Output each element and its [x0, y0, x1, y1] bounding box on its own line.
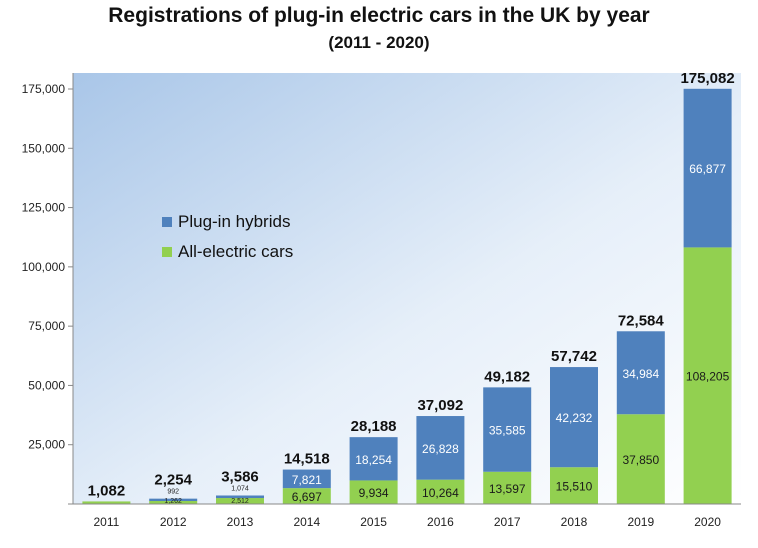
data-label-all-electric: 10,264	[422, 486, 459, 500]
bar-all-electric	[282, 488, 331, 504]
bar-all-electric	[149, 501, 198, 504]
y-tick-label: 75,000	[28, 319, 65, 333]
bar-plug-in-hybrid	[550, 367, 598, 468]
y-tick-label: 150,000	[22, 141, 66, 155]
legend-swatch-plug-in-hybrids	[162, 217, 172, 227]
legend: Plug-in hybrids All-electric cars	[162, 212, 293, 261]
data-label-all-electric: 2,512	[231, 498, 249, 505]
x-tick-label: 2015	[360, 515, 387, 529]
y-tick-label: 50,000	[28, 378, 65, 392]
x-tick-label: 2018	[561, 515, 588, 529]
chart-subtitle: (2011 - 2020)	[328, 33, 430, 52]
data-label-all-electric: 6,697	[292, 490, 322, 504]
data-label-plug-in-hybrid: 1,074	[231, 485, 249, 492]
x-tick-label: 2019	[627, 515, 654, 529]
y-tick-label: 25,000	[28, 438, 65, 452]
bar-all-electric	[216, 498, 264, 504]
y-tick-label: 125,000	[22, 201, 66, 215]
bar-plug-in-hybrid	[349, 437, 398, 481]
data-label-all-electric: 13,597	[489, 482, 526, 496]
bar-all-electric	[483, 471, 532, 504]
y-tick-label: 100,000	[22, 260, 66, 274]
y-axis: 25,000 50,000 75,000 100,000 125,000 150,000 1…	[22, 73, 74, 505]
legend-swatch-all-electric	[162, 247, 172, 257]
data-label-all-electric: 15,510	[556, 480, 593, 494]
data-label-plug-in-hybrid: 18,254	[355, 453, 392, 467]
bar-all-electric	[616, 414, 665, 504]
bar-plug-in-hybrid	[149, 498, 198, 502]
data-label-all-electric: 1,262	[164, 498, 182, 505]
bar-all-electric	[82, 501, 131, 504]
bar-plug-in-hybrid	[216, 495, 264, 499]
x-tick-label: 2014	[293, 515, 320, 529]
x-axis: 2011 2012 2013 2014 2015 2016 2017 2018 2019 2020	[73, 503, 741, 529]
data-label-plug-in-hybrid: 34,984	[622, 367, 659, 381]
bar-all-electric	[349, 480, 398, 504]
x-tick-label: 2017	[494, 515, 521, 529]
bar-plug-in-hybrid	[683, 88, 732, 248]
total-label: 14,518	[284, 451, 330, 468]
total-label: 72,584	[618, 312, 665, 329]
bar-all-electric	[550, 467, 598, 504]
x-tick-label: 2020	[694, 515, 721, 529]
data-label-all-electric: 9,934	[359, 486, 389, 500]
chart-title: Registrations of plug-in electric cars i…	[108, 4, 650, 27]
data-label-all-electric: 37,850	[622, 453, 659, 467]
data-label-plug-in-hybrid: 66,877	[689, 162, 726, 176]
x-tick-label: 2013	[227, 515, 254, 529]
total-label: 1,082	[88, 482, 126, 499]
x-tick-label: 2016	[427, 515, 454, 529]
bar-plug-in-hybrid	[616, 331, 665, 415]
legend-label-all-electric: All-electric cars	[178, 242, 293, 261]
total-label: 49,182	[484, 368, 530, 385]
bar-all-electric	[416, 479, 465, 504]
data-label-plug-in-hybrid: 992	[167, 489, 179, 496]
total-label: 2,254	[154, 472, 192, 489]
total-label: 175,082	[680, 70, 734, 87]
data-label-plug-in-hybrid: 26,828	[422, 442, 459, 456]
data-label-plug-in-hybrid: 42,232	[556, 411, 593, 425]
data-label-plug-in-hybrid: 7,821	[292, 473, 322, 487]
x-tick-label: 2012	[160, 515, 187, 529]
total-label: 37,092	[417, 397, 463, 414]
y-tick-label: 175,000	[22, 82, 66, 96]
data-label-plug-in-hybrid: 35,585	[489, 424, 526, 438]
data-label-all-electric: 108,205	[686, 370, 730, 384]
total-label: 57,742	[551, 348, 597, 365]
total-label: 28,188	[351, 418, 397, 435]
bar-plug-in-hybrid	[282, 469, 331, 489]
bar-all-electric	[683, 247, 732, 504]
x-tick-label: 2011	[93, 515, 119, 529]
bar-plug-in-hybrid	[483, 387, 532, 472]
total-label: 3,586	[221, 468, 259, 485]
bar-plug-in-hybrid	[416, 416, 465, 480]
legend-label-plug-in-hybrids: Plug-in hybrids	[178, 212, 290, 231]
